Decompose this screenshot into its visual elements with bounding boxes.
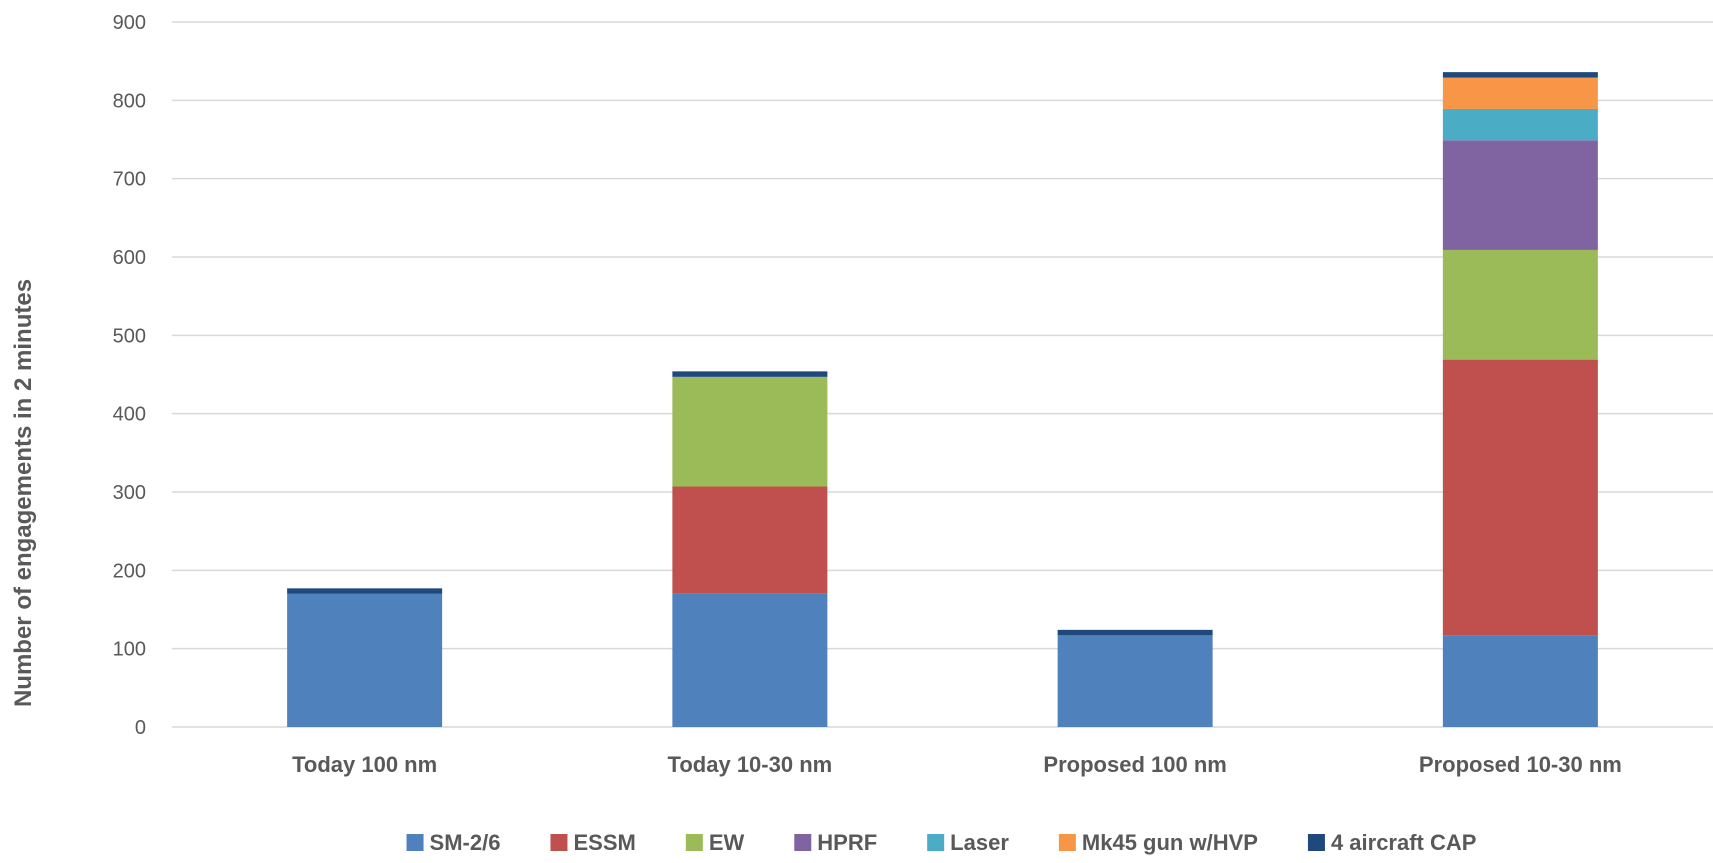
y-tick-label: 300	[113, 482, 146, 504]
bar-segment-mk45-gun-w-hvp	[1442, 77, 1598, 109]
y-tick-label: 400	[113, 404, 146, 426]
bar-stack-4	[1442, 72, 1598, 727]
bar-stack-3	[1057, 629, 1213, 727]
y-tick-label: 500	[113, 325, 146, 347]
bar-segment-sm-2-6	[672, 593, 828, 727]
legend-swatch-ew	[685, 834, 703, 851]
legend-swatch-laser	[927, 834, 945, 851]
y-tick-label: 700	[113, 169, 146, 191]
bar-segment-4-aircraft-cap	[1442, 72, 1598, 78]
bar-segment-4-aircraft-cap	[1057, 629, 1213, 636]
y-tick-label: 800	[113, 90, 146, 112]
bar-segment-sm-2-6	[287, 593, 443, 727]
legend-label: Laser	[950, 830, 1009, 855]
bar-segment-essm	[672, 486, 828, 594]
bar-segment-hprf	[1442, 140, 1598, 250]
x-category-label: Proposed 100 nm	[1043, 752, 1226, 777]
bar-stack-1	[287, 588, 443, 727]
legend: SM-2/6 ESSM EW HPRF Laser Mk45 gun w/HVP 4 air…	[406, 830, 1477, 855]
bar-segment-laser	[1442, 108, 1598, 141]
legend-label: Mk45 gun w/HVP	[1082, 830, 1258, 855]
legend-swatch-hprf	[794, 834, 812, 851]
legend-label: ESSM	[573, 830, 635, 855]
y-axis-title: Number of engagements in 2 minutes	[10, 279, 37, 707]
y-tick-label: 900	[113, 12, 146, 34]
bar-segment-4-aircraft-cap	[672, 371, 828, 377]
bar-segment-ew	[1442, 249, 1598, 360]
x-category-label: Today 100 nm	[292, 752, 437, 777]
y-tick-label: 100	[113, 639, 146, 661]
bar-segment-sm-2-6	[1442, 635, 1598, 727]
x-axis-category-labels: Today 100 nm Today 10-30 nm Proposed 100 n…	[292, 752, 1622, 777]
y-tick-label: 0	[135, 717, 146, 739]
legend-swatch-essm	[550, 834, 568, 851]
legend-label: 4 aircraft CAP	[1331, 830, 1477, 855]
legend-label: EW	[709, 830, 745, 855]
bar-segment-essm	[1442, 359, 1598, 636]
x-category-label: Today 10-30 nm	[668, 752, 833, 777]
legend-swatch-4-aircraft-cap	[1307, 834, 1325, 851]
legend-label: SM-2/6	[430, 830, 501, 855]
legend-label: HPRF	[817, 830, 877, 855]
bar-stack-2	[672, 371, 828, 727]
y-tick-label: 600	[113, 247, 146, 269]
bar-segment-sm-2-6	[1057, 635, 1213, 727]
legend-swatch-sm-2-6	[406, 834, 424, 851]
y-axis-tick-labels: 0 100 200 300 400 500 600 700 800 900	[113, 12, 146, 739]
y-tick-label: 200	[113, 560, 146, 582]
bars	[287, 72, 1598, 727]
x-category-label: Proposed 10-30 nm	[1419, 752, 1622, 777]
legend-swatch-mk45-gun-w-hvp	[1058, 834, 1076, 851]
bar-segment-4-aircraft-cap	[287, 588, 443, 594]
bar-segment-ew	[672, 376, 828, 487]
